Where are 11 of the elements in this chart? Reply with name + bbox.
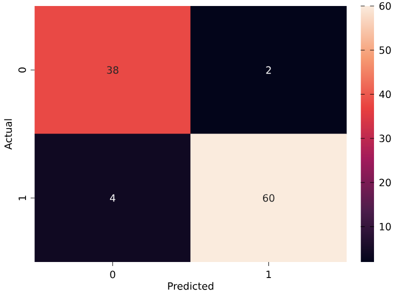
color-bar-label: 50 (380, 46, 391, 54)
color-bar-label: 60 (379, 2, 391, 10)
x-axis-title: Predicted (168, 282, 214, 290)
y-axis-title: Actual (4, 119, 12, 150)
color-bar-label: 30 (380, 134, 391, 142)
color-bar-label: 20 (379, 178, 391, 186)
data-label: 2 (266, 66, 271, 74)
color-bar-label: 10 (380, 222, 391, 230)
data-label: 38 (107, 66, 118, 74)
data-label: 60 (262, 194, 274, 202)
color-bar-label: 40 (379, 90, 391, 98)
